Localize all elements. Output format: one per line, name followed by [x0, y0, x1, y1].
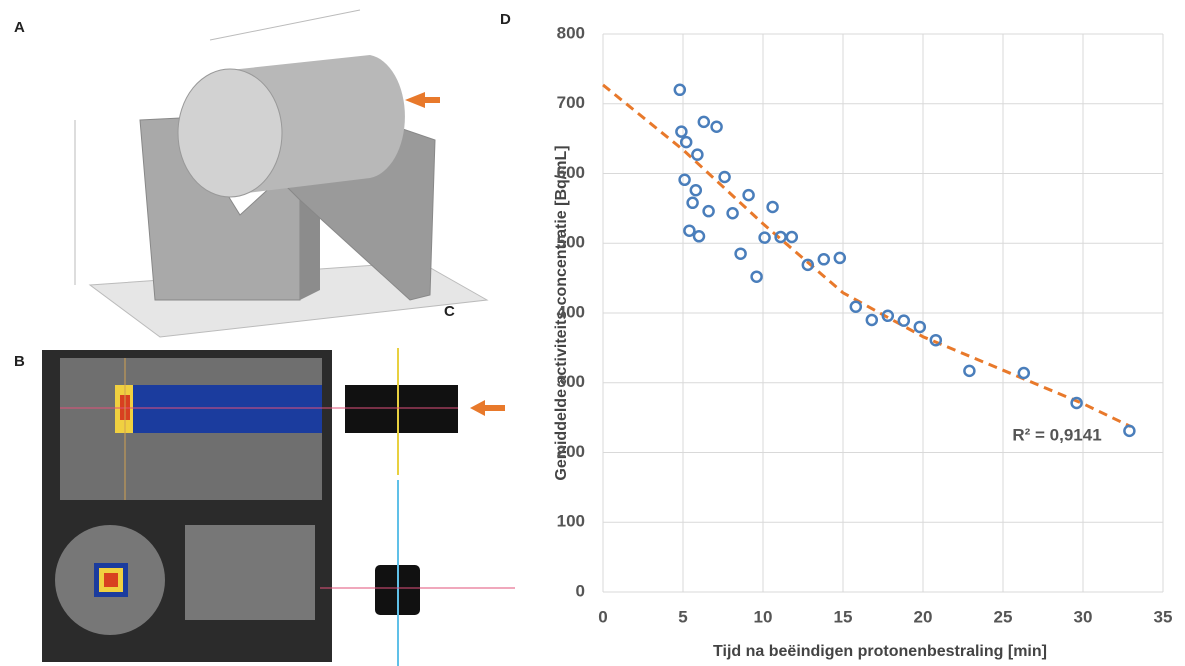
- data-point: [931, 335, 941, 345]
- data-point: [684, 226, 694, 236]
- data-point: [699, 117, 709, 127]
- data-point: [851, 302, 861, 312]
- x-axis-label: Tijd na beëindigen protonenbestraling [m…: [713, 643, 1047, 660]
- data-point: [712, 122, 722, 132]
- x-tick-label: 5: [678, 607, 687, 626]
- data-point: [899, 316, 909, 326]
- r-squared-annotation: R² = 0,9141: [1012, 425, 1101, 444]
- panel-label: C: [444, 303, 455, 320]
- figure: A B C D Tijd na beëindigen protonenbestr…: [0, 0, 1185, 666]
- x-tick-label: 35: [1154, 607, 1173, 626]
- y-tick-label: 300: [557, 372, 585, 391]
- panel-label: A: [14, 19, 25, 36]
- data-point: [760, 233, 770, 243]
- panel-a-image: [75, 10, 487, 337]
- y-tick-label: 700: [557, 93, 585, 112]
- panel-b-image: [42, 350, 332, 662]
- data-point: [704, 206, 714, 216]
- panel-label: D: [500, 11, 511, 28]
- data-point: [680, 175, 690, 185]
- data-point: [964, 366, 974, 376]
- y-tick-label: 0: [576, 581, 585, 600]
- data-point: [1019, 368, 1029, 378]
- panel-label: B: [14, 353, 25, 370]
- data-point: [744, 190, 754, 200]
- x-tick-label: 20: [914, 607, 933, 626]
- x-tick-label: 10: [754, 607, 773, 626]
- y-tick-label: 200: [557, 442, 585, 461]
- data-point: [728, 208, 738, 218]
- y-tick-label: 500: [557, 233, 585, 252]
- data-point: [691, 185, 701, 195]
- data-point: [752, 272, 762, 282]
- data-point: [692, 150, 702, 160]
- data-point: [688, 198, 698, 208]
- y-tick-label: 600: [557, 163, 585, 182]
- x-tick-label: 15: [834, 607, 853, 626]
- y-tick-label: 400: [557, 302, 585, 321]
- x-tick-label: 30: [1074, 607, 1093, 626]
- x-tick-label: 0: [598, 607, 607, 626]
- data-point: [867, 315, 877, 325]
- y-tick-label: 800: [557, 23, 585, 42]
- data-point: [787, 232, 797, 242]
- panel-c-image: [320, 348, 515, 666]
- data-point: [694, 231, 704, 241]
- data-point: [736, 249, 746, 259]
- x-tick-label: 25: [994, 607, 1013, 626]
- y-tick-label: 100: [557, 512, 585, 531]
- data-point: [768, 202, 778, 212]
- data-point: [676, 127, 686, 137]
- data-point: [819, 254, 829, 264]
